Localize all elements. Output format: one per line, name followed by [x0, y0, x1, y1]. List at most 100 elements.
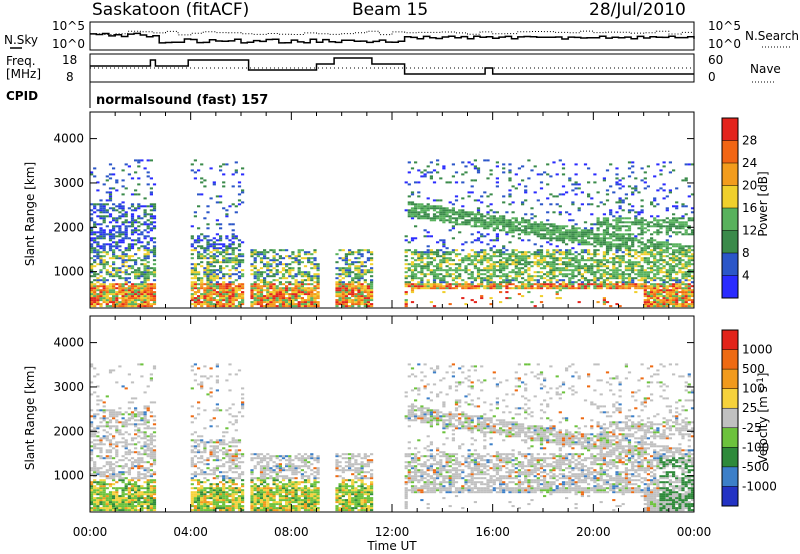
- echo-cell: [442, 255, 446, 258]
- echo-cell: [215, 269, 219, 272]
- echo-cell: [90, 173, 94, 176]
- echo-cell: [203, 271, 207, 274]
- echo-cell: [197, 245, 201, 248]
- echo-cell: [675, 279, 679, 282]
- echo-cell: [442, 217, 446, 220]
- echo-cell: [439, 209, 443, 212]
- echo-cell: [127, 483, 131, 486]
- echo-cell: [231, 235, 235, 238]
- echo-cell: [96, 481, 100, 484]
- echo-cell: [108, 445, 113, 448]
- echo-cell: [307, 287, 311, 290]
- echo-cell: [105, 471, 109, 474]
- echo-cell: [108, 301, 113, 304]
- echo-cell: [241, 167, 245, 170]
- echo-cell: [190, 285, 194, 288]
- echo-cell: [354, 297, 358, 300]
- echo-cell: [108, 483, 113, 486]
- echo-cell: [212, 291, 216, 294]
- echo-cell: [313, 273, 317, 276]
- echo-cell: [650, 289, 654, 292]
- echo-cell: [690, 269, 695, 272]
- echo-cell: [222, 281, 226, 284]
- echo-cell: [521, 165, 525, 168]
- echo-cell: [124, 229, 128, 232]
- echo-cell: [432, 259, 437, 262]
- echo-cell: [121, 479, 125, 482]
- echo-cell: [146, 297, 150, 300]
- echo-cell: [209, 295, 213, 298]
- echo-cell: [102, 205, 106, 208]
- echo-cell: [530, 301, 534, 304]
- echo-cell: [219, 201, 223, 204]
- echo-cell: [476, 269, 481, 272]
- echo-cell: [115, 271, 119, 274]
- echo-cell: [225, 295, 229, 298]
- echo-cell: [108, 419, 113, 422]
- echo-cell: [102, 289, 106, 292]
- echo-cell: [543, 283, 547, 286]
- echo-cell: [587, 253, 591, 256]
- echo-cell: [502, 221, 506, 224]
- echo-cell: [231, 185, 235, 188]
- echo-cell: [458, 211, 462, 214]
- echo-cell: [561, 273, 566, 276]
- echo-cell: [643, 257, 647, 260]
- echo-cell: [602, 229, 606, 232]
- echo-cell: [609, 233, 613, 236]
- echo-cell: [105, 449, 109, 452]
- echo-cell: [215, 239, 219, 242]
- echo-cell: [558, 231, 562, 234]
- echo-cell: [316, 263, 320, 266]
- echo-cell: [511, 223, 515, 226]
- echo-cell: [127, 503, 131, 506]
- echo-cell: [275, 305, 279, 308]
- echo-cell: [609, 185, 613, 188]
- echo-cell: [499, 283, 503, 286]
- echo-cell: [476, 253, 481, 256]
- echo-cell: [448, 267, 452, 270]
- echo-cell: [543, 171, 547, 174]
- echo-cell: [675, 289, 679, 292]
- echo-cell: [96, 427, 100, 430]
- echo-cell: [341, 283, 345, 286]
- echo-cell: [102, 301, 106, 304]
- echo-cell: [467, 273, 471, 276]
- echo-cell: [609, 257, 613, 260]
- echo-cell: [297, 287, 301, 290]
- echo-cell: [93, 497, 97, 500]
- echo-cell: [121, 495, 125, 498]
- echo-cell: [499, 281, 503, 284]
- echo-cell: [483, 277, 487, 280]
- echo-cell: [552, 277, 556, 280]
- echo-cell: [130, 243, 135, 246]
- echo-cell: [237, 239, 242, 242]
- nave-tick-top: 60: [708, 53, 723, 67]
- echo-cell: [200, 283, 204, 286]
- echo-cell: [643, 219, 647, 222]
- echo-cell: [521, 267, 525, 270]
- echo-cell: [335, 253, 339, 256]
- echo-cell: [675, 295, 679, 298]
- echo-cell: [423, 275, 427, 278]
- echo-cell: [640, 227, 644, 230]
- echo-cell: [618, 235, 622, 238]
- echo-cell: [536, 275, 540, 278]
- echo-cell: [476, 285, 481, 288]
- echo-cell: [599, 283, 603, 286]
- echo-cell: [483, 221, 487, 224]
- echo-cell: [558, 211, 562, 214]
- echo-cell: [489, 209, 493, 212]
- echo-cell: [656, 233, 660, 236]
- echo-cell: [672, 249, 676, 252]
- echo-cell: [587, 257, 591, 260]
- echo-cell: [476, 199, 481, 202]
- echo-cell: [149, 305, 153, 308]
- echo-cell: [429, 301, 433, 304]
- echo-cell: [253, 283, 257, 286]
- echo-cell: [675, 205, 679, 208]
- echo-cell: [102, 297, 106, 300]
- echo-cell: [684, 255, 688, 258]
- echo-cell: [118, 203, 122, 206]
- echo-cell: [536, 235, 540, 238]
